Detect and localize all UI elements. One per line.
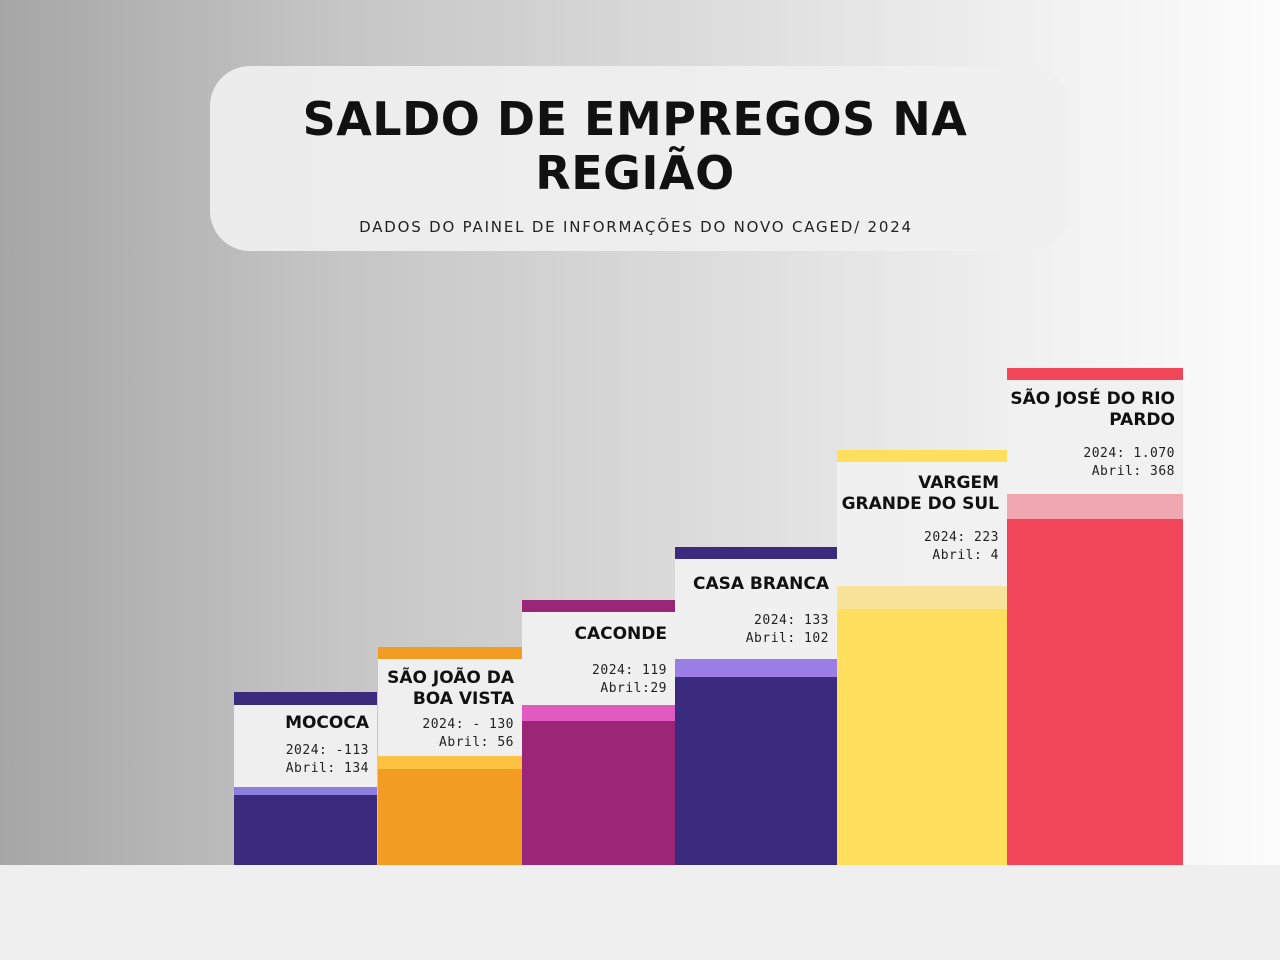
bar-vargem-grande-do-sul: VARGEM GRANDE DO SUL 2024: 223 Abril: 4	[837, 450, 1007, 865]
bar-fill	[675, 677, 837, 865]
bar-value-2024: 2024: 133	[754, 613, 829, 628]
bar-value-2024: 2024: 119	[592, 663, 667, 678]
bar-fill	[378, 769, 522, 865]
bar-top-strip	[378, 647, 522, 659]
bar-name: CASA BRANCA	[692, 574, 829, 594]
title-card	[210, 66, 1070, 251]
bar-top-strip	[522, 600, 675, 612]
bar-label-card	[837, 462, 1007, 586]
bar-name: CACONDE	[574, 624, 667, 644]
bar-value-2024: 2024: 223	[924, 530, 999, 545]
bar-label-card	[378, 659, 522, 756]
bar-label-card	[675, 559, 837, 659]
bar-mococa: MOCOCA 2024: -113 Abril: 134	[234, 692, 377, 865]
bar-band	[837, 586, 1007, 609]
floor	[0, 865, 1280, 960]
bar-top-strip	[234, 692, 377, 705]
bar-band	[1007, 494, 1183, 519]
bar-value-abril: Abril: 4	[932, 548, 999, 563]
bar-top-strip	[1007, 368, 1183, 380]
bar-fill	[234, 795, 377, 865]
bar-fill	[1007, 519, 1183, 865]
bar-value-2024: 2024: 1.070	[1083, 446, 1175, 461]
bar-name: MOCOCA	[285, 713, 369, 733]
chart-subtitle: DADOS DO PAINEL DE INFORMAÇÕES DO NOVO C…	[359, 218, 913, 236]
bar-value-abril: Abril: 368	[1091, 464, 1175, 479]
chart-title-line1: SALDO DE EMPREGOS NA	[302, 92, 968, 146]
bar-band	[675, 659, 837, 677]
bar-value-abril: Abril: 102	[745, 631, 829, 646]
bar-fill	[522, 721, 675, 865]
bar-value-abril: Abril: 134	[285, 761, 369, 776]
bar-value-2024: 2024: -113	[285, 743, 369, 758]
bar-name: SÃO JOSÉ DO RIO PARDO	[1010, 389, 1175, 430]
bar-sao-jose-do-rio-pardo: SÃO JOSÉ DO RIO PARDO 2024: 1.070 Abril:…	[1007, 368, 1183, 865]
bar-casa-branca: CASA BRANCA 2024: 133 Abril: 102	[675, 547, 837, 865]
bar-sao-joao-da-boa-vista: SÃO JOÃO DA BOA VISTA 2024: - 130 Abril:…	[378, 647, 522, 865]
chart-title-line2: REGIÃO	[535, 146, 735, 200]
bar-top-strip	[837, 450, 1007, 462]
bar-top-strip	[675, 547, 837, 559]
bar-fill	[837, 609, 1007, 865]
bar-label-card	[234, 705, 377, 787]
bar-label-card	[522, 612, 675, 705]
bar-caconde: CACONDE 2024: 119 Abril:29	[522, 600, 675, 865]
bar-band	[234, 787, 377, 795]
bar-name: VARGEM GRANDE DO SUL	[841, 473, 999, 514]
bar-label-card	[1007, 380, 1183, 494]
bar-value-abril: Abril: 56	[439, 735, 514, 750]
bar-value-2024: 2024: - 130	[422, 717, 514, 732]
bar-band	[522, 705, 675, 721]
bar-value-abril: Abril:29	[600, 681, 667, 696]
bar-band	[378, 756, 522, 769]
bar-name: SÃO JOÃO DA BOA VISTA	[387, 668, 514, 709]
chart-title: SALDO DE EMPREGOS NA REGIÃO	[0, 92, 1270, 200]
